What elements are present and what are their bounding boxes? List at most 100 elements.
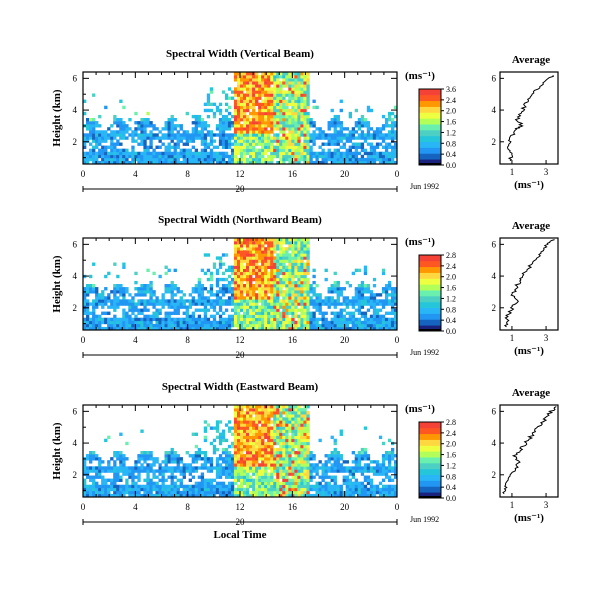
heatmap-cell	[237, 315, 240, 318]
colorbar-swatch	[419, 267, 441, 273]
heatmap-cell	[303, 302, 306, 305]
heatmap-cell	[291, 97, 294, 100]
heatmap-cell	[291, 423, 294, 426]
heatmap-cell	[258, 90, 261, 93]
heatmap-cell	[207, 93, 210, 96]
heatmap-cell	[237, 133, 240, 136]
heatmap-cell	[216, 109, 219, 112]
heatmap-cell	[168, 130, 171, 133]
heatmap-cell	[279, 287, 282, 290]
heatmap-cell	[116, 469, 119, 472]
heatmap-cell	[270, 241, 273, 244]
heatmap-cell	[143, 451, 146, 454]
heatmap-cell	[225, 103, 228, 106]
heatmap-cell	[86, 158, 89, 161]
heatmap-cell	[273, 263, 276, 266]
heatmap-cell	[337, 460, 340, 463]
heatmap-cell	[325, 155, 328, 158]
heatmap-cell	[367, 152, 370, 155]
heatmap-cell	[171, 448, 174, 451]
heatmap-cell	[249, 457, 252, 460]
heatmap-cell	[352, 312, 355, 315]
heatmap-cell	[240, 81, 243, 84]
heatmap-cell	[273, 278, 276, 281]
heatmap-cell	[340, 100, 343, 103]
heatmap-cell	[189, 149, 192, 152]
heatmap-cell	[358, 118, 361, 121]
heatmap-cell	[328, 152, 331, 155]
heatmap-cell	[225, 115, 228, 118]
heatmap-cell	[95, 121, 98, 124]
heatmap-cell	[273, 124, 276, 127]
heatmap-cell	[228, 275, 231, 278]
heatmap-cells	[83, 405, 397, 497]
heatmap-cell	[300, 250, 303, 253]
heatmap-cell	[270, 442, 273, 445]
heatmap-cell	[270, 247, 273, 250]
heatmap-cell	[285, 411, 288, 414]
heatmap-cell	[89, 485, 92, 488]
heatmap-cell	[122, 152, 125, 155]
heatmap-cell	[219, 436, 222, 439]
heatmap-cell	[158, 299, 161, 302]
heatmap-cell	[225, 93, 228, 96]
heatmap-cell	[210, 155, 213, 158]
heatmap-cell	[252, 321, 255, 324]
heatmap-cell	[225, 152, 228, 155]
heatmap-cell	[207, 296, 210, 299]
heatmap-cell	[276, 90, 279, 93]
heatmap-cell	[86, 302, 89, 305]
heatmap-cell	[303, 284, 306, 287]
heatmap-cell	[219, 324, 222, 327]
heatmap-cell	[297, 281, 300, 284]
heatmap-cell	[165, 133, 168, 136]
heatmap-cell	[279, 244, 282, 247]
heatmap-cell	[297, 423, 300, 426]
heatmap-cell	[171, 130, 174, 133]
heatmap-cell	[343, 152, 346, 155]
heatmap-cell	[303, 130, 306, 133]
heatmap-cell	[222, 124, 225, 127]
heatmap-cell	[294, 479, 297, 482]
heatmap-cell	[237, 256, 240, 259]
heatmap-cell	[258, 445, 261, 448]
heatmap-cell	[349, 152, 352, 155]
heatmap-cell	[376, 293, 379, 296]
heatmap-cell	[113, 482, 116, 485]
heatmap-cell	[306, 411, 309, 414]
heatmap-cell	[92, 118, 95, 121]
heatmap-cell	[234, 293, 237, 296]
heatmap-cell	[234, 454, 237, 457]
heatmap-cell	[237, 488, 240, 491]
heatmap-cell	[125, 158, 128, 161]
heatmap-cell	[319, 155, 322, 158]
heatmap-cell	[334, 469, 337, 472]
heatmap-cell	[204, 439, 207, 442]
heatmap-cell	[352, 491, 355, 494]
heatmap-cell	[376, 299, 379, 302]
heatmap-cell	[252, 97, 255, 100]
heatmap-cell	[92, 287, 95, 290]
heatmap-cell	[270, 103, 273, 106]
heatmap-cell	[340, 433, 343, 436]
heatmap-cell	[122, 130, 125, 133]
colorbar-tick-label: 2.8	[446, 251, 456, 260]
heatmap-cell	[388, 115, 391, 118]
heatmap-cell	[297, 78, 300, 81]
heatmap-cell	[195, 445, 198, 448]
heatmap-cell	[343, 482, 346, 485]
heatmap-cell	[113, 309, 116, 312]
heatmap-cell	[364, 136, 367, 139]
heatmap-cell	[300, 81, 303, 84]
heatmap-cell	[294, 290, 297, 293]
heatmap-cell	[125, 290, 128, 293]
heatmap-cell	[234, 106, 237, 109]
heatmap-cell	[276, 408, 279, 411]
heatmap-cell	[334, 479, 337, 482]
heatmap-cell	[370, 315, 373, 318]
heatmap-cell	[294, 78, 297, 81]
heatmap-cell	[155, 309, 158, 312]
heatmap-cell	[89, 476, 92, 479]
heatmap-cell	[119, 293, 122, 296]
heatmap-cell	[300, 275, 303, 278]
